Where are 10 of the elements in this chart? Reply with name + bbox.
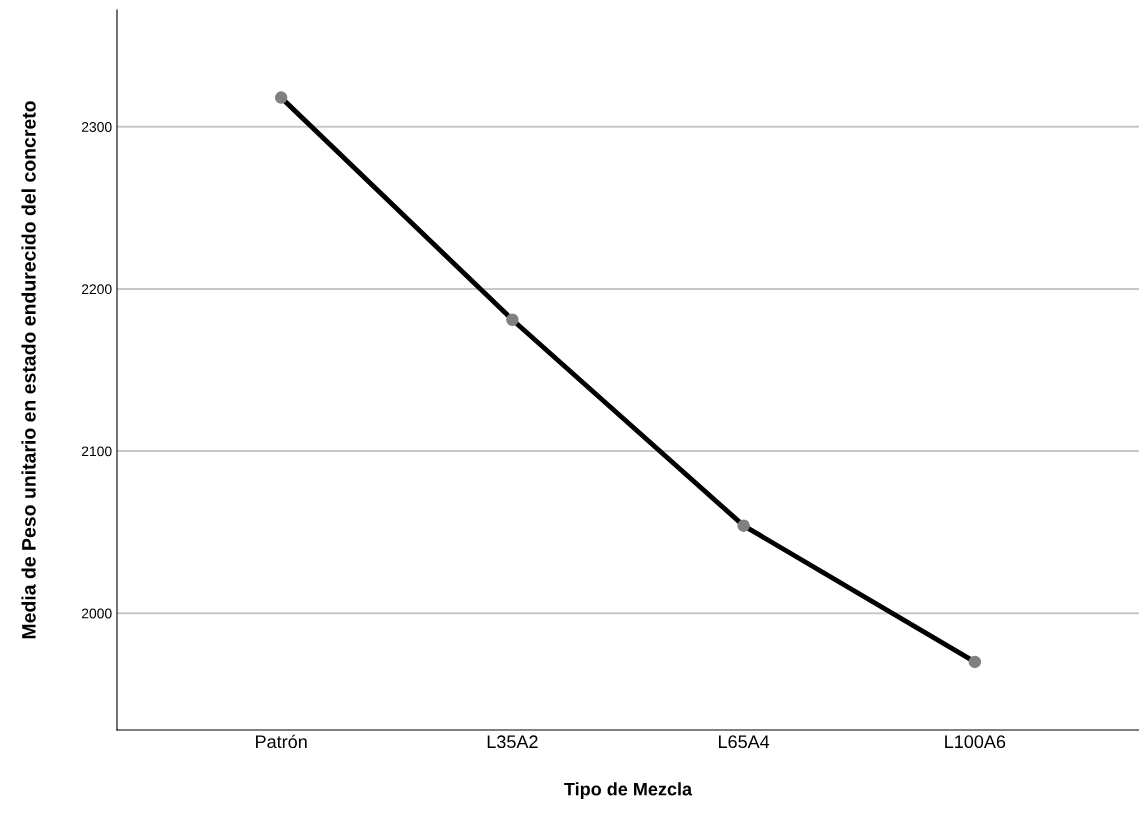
y-tick-label: 2100 — [81, 446, 112, 457]
y-axis-title: Media de Peso unitario en estado endurecido del concreto — [21, 101, 36, 639]
y-tick-label: 2000 — [81, 608, 112, 619]
y-tick-label: 2200 — [81, 284, 112, 295]
x-tick-label: L65A4 — [718, 735, 770, 749]
x-axis-title: Tipo de Mezcla — [564, 782, 693, 800]
x-tick-label: Patrón — [256, 734, 307, 749]
y-tick-label: 2300 — [81, 122, 112, 132]
x-tick-label: L100A6 — [945, 735, 1006, 749]
x-tick-label: L35A2 — [487, 735, 538, 749]
